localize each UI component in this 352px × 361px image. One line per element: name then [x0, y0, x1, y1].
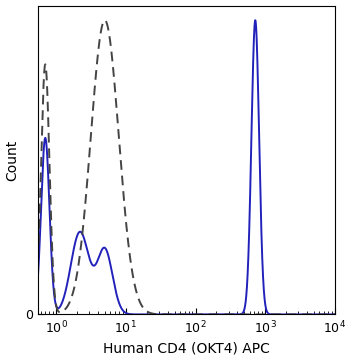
X-axis label: Human CD4 (OKT4) APC: Human CD4 (OKT4) APC — [103, 342, 270, 356]
Y-axis label: Count: Count — [6, 139, 20, 180]
